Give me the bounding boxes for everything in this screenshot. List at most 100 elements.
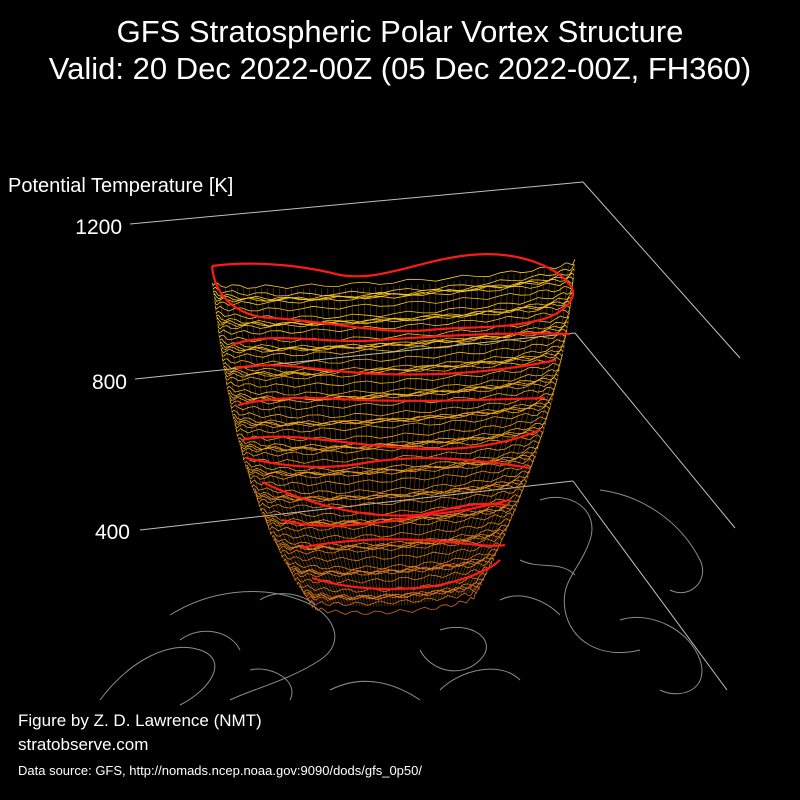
vortex-rib xyxy=(432,278,479,602)
vortex-contour-line xyxy=(217,300,572,327)
vortex-contour-line xyxy=(289,557,494,575)
vortex-rib xyxy=(465,268,551,594)
z-tick-label-1200: 1200 xyxy=(75,216,122,239)
z-tick-label-800: 800 xyxy=(91,371,127,394)
vortex-rib xyxy=(476,265,575,592)
vortex-rib xyxy=(468,267,557,594)
vortex-contour-line xyxy=(221,331,567,359)
back-edge-400 xyxy=(572,480,728,691)
vortex-rib xyxy=(218,286,313,602)
vortex-contour-line xyxy=(239,425,545,452)
vortex-rib xyxy=(429,279,473,602)
vortex-contour-line xyxy=(270,515,513,540)
highlight-contour xyxy=(311,559,501,591)
vortex-contour-line xyxy=(218,311,570,343)
chart-title: GFS Stratospheric Polar Vortex Structure xyxy=(116,14,684,49)
vortex-rib xyxy=(260,287,332,604)
vortex-contour-line xyxy=(250,461,533,487)
vortex-contour-line xyxy=(244,441,540,472)
vortex-contour-line xyxy=(234,405,551,429)
vortex-contour-line xyxy=(260,490,523,518)
vortex-rib xyxy=(437,276,491,601)
vortex-contour-line xyxy=(220,328,568,354)
vortex-rib xyxy=(457,271,533,596)
vortex-contour-line xyxy=(224,353,563,378)
vortex-contour-line xyxy=(272,518,511,548)
vortex-contour-line xyxy=(258,486,524,509)
vortex-contour-line xyxy=(292,560,492,578)
vortex-contour-line xyxy=(223,340,566,373)
vortex-rib xyxy=(285,288,344,606)
vortex-contour-line xyxy=(226,360,562,388)
z-tick-label-400: 400 xyxy=(94,521,130,544)
vortex-rib xyxy=(297,288,349,606)
vortex-rib xyxy=(309,288,355,606)
vortex-rib xyxy=(426,279,467,603)
vortex-rib xyxy=(474,265,569,592)
vortex-rib xyxy=(315,288,358,607)
vortex-contour-line xyxy=(215,283,574,312)
vortex-rib xyxy=(440,276,497,600)
vortex-contour-line xyxy=(247,454,536,477)
highlight-contour xyxy=(299,538,506,550)
vortex-rib xyxy=(291,288,346,606)
z-axis-line-1200 xyxy=(129,181,584,225)
vortex-rib xyxy=(266,288,335,605)
vortex-contour-line xyxy=(283,544,500,571)
vortex-contour-line xyxy=(294,564,490,584)
vortex-rib xyxy=(462,269,545,595)
vortex-rib xyxy=(224,287,316,602)
vortex-rib xyxy=(230,287,319,603)
vortex-contour-line xyxy=(214,279,574,306)
vortex-contour-line xyxy=(264,503,518,526)
vortex-contour-line xyxy=(217,304,571,330)
vortex-rib xyxy=(321,288,360,607)
vortex-contour-line xyxy=(311,593,476,615)
vortex-contour-line xyxy=(255,479,527,501)
vortex-contour-line xyxy=(214,276,574,303)
highlight-contours xyxy=(210,253,575,591)
vortex-contour-line xyxy=(233,401,552,427)
vortex-contour-line xyxy=(212,263,575,297)
highlight-contour xyxy=(261,481,511,517)
vortex-rib xyxy=(460,270,539,596)
vortex-contour-line xyxy=(232,392,554,425)
vortex-contour-line xyxy=(218,307,571,335)
vortex-contour-line xyxy=(219,315,570,350)
vortex-contour-line xyxy=(248,458,535,480)
vortex-contour-line xyxy=(251,466,532,495)
vortex-rib xyxy=(272,288,338,605)
vortex-contour-line xyxy=(277,532,506,551)
top-rim-contour xyxy=(210,253,575,333)
vortex-contour-line xyxy=(229,377,558,402)
vortex-contour-line xyxy=(304,581,482,600)
vortex-rib xyxy=(451,272,521,598)
z-axis-label: Potential Temperature [K] xyxy=(8,175,234,197)
vortex-rib xyxy=(471,266,563,593)
vortex-contour-line xyxy=(279,535,504,555)
vortex-rib xyxy=(327,288,363,607)
vortex-rib xyxy=(454,272,527,597)
vortex-contour-line xyxy=(306,585,480,601)
highlight-contour xyxy=(231,332,571,347)
vortex-contour-line xyxy=(215,288,573,320)
vortex-contour-line xyxy=(309,588,478,607)
vortex-rib xyxy=(443,275,503,599)
vortex-rib xyxy=(434,277,485,601)
vortex-contour-line xyxy=(261,494,521,525)
vortex-contour-line xyxy=(281,539,502,562)
vortex-contour-line xyxy=(216,291,573,326)
vortex-contour-line xyxy=(257,482,526,504)
highlight-contour xyxy=(235,358,557,376)
back-edge-800 xyxy=(574,332,736,529)
vortex-contour-line xyxy=(222,335,566,366)
back-edge-1200 xyxy=(582,181,741,359)
highlight-contour xyxy=(241,428,541,451)
vortex-rib xyxy=(303,288,352,606)
vortex-contour-line xyxy=(235,408,550,434)
highlight-contour xyxy=(245,456,531,470)
vortex-rib xyxy=(248,287,327,604)
vortex-contour-line xyxy=(268,510,515,532)
vortex-contour-line xyxy=(240,429,544,453)
